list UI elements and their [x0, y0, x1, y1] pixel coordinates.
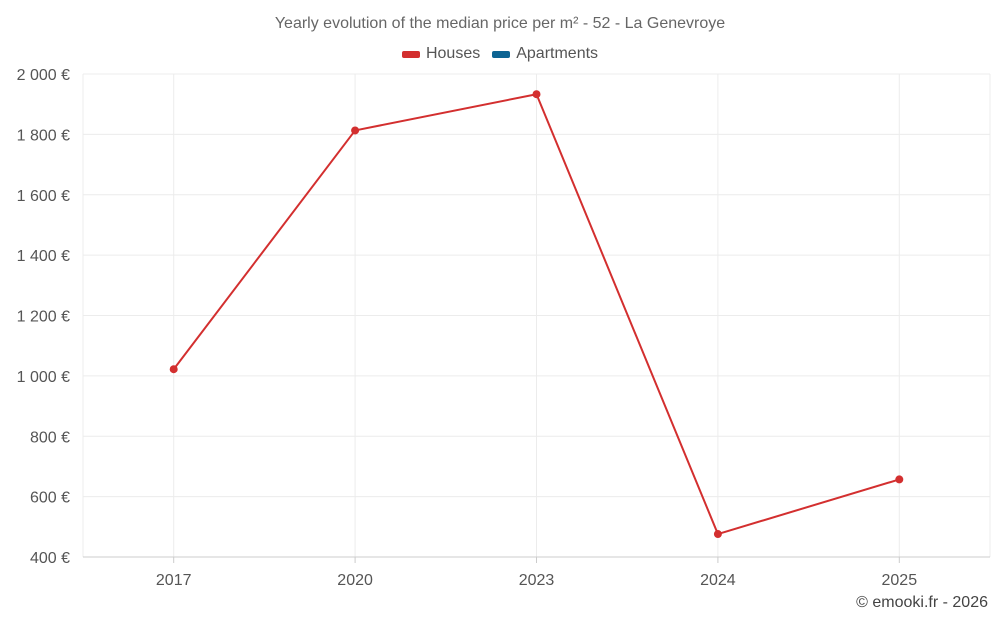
grid [82, 73, 991, 557]
y-tick-label: 2 000 € [17, 67, 70, 84]
legend-item-apartments[interactable]: Apartments [492, 45, 598, 63]
data-point-houses[interactable] [895, 475, 904, 484]
credit: © emooki.fr - 2026 [856, 594, 988, 611]
y-tick-label: 1 400 € [17, 248, 70, 265]
chart-title: Yearly evolution of the median price per… [274, 15, 726, 32]
y-tick-label: 1 200 € [17, 309, 70, 326]
legend-swatch-houses [401, 50, 420, 58]
data-point-houses[interactable] [351, 126, 360, 135]
legend-swatch-apartments [492, 50, 511, 58]
series-layer [169, 90, 904, 539]
legend-label-apartments: Apartments [516, 45, 599, 62]
data-point-houses[interactable] [713, 530, 722, 539]
x-tick-label: 2023 [519, 572, 555, 589]
y-tick-label: 800 € [30, 429, 70, 446]
legend: Houses Apartments [0, 45, 1000, 63]
y-tick-label: 1 600 € [17, 188, 70, 205]
y-axis-labels: 400 € 600 € 800 € 1 000 € 1 200 € 1 400 € 1 60… [17, 67, 70, 567]
x-tick-label: 2025 [882, 572, 918, 589]
x-tick-label: 2020 [337, 572, 373, 589]
data-point-houses[interactable] [169, 365, 178, 374]
data-point-houses[interactable] [532, 90, 541, 99]
legend-item-houses[interactable]: Houses [401, 45, 481, 63]
y-tick-label: 400 € [30, 550, 70, 567]
axes [83, 556, 990, 563]
x-axis-labels: 2017 2020 2023 2024 2025 [156, 572, 917, 589]
x-tick-label: 2024 [700, 572, 736, 589]
y-tick-label: 1 000 € [17, 369, 70, 386]
legend-label-houses: Houses [425, 45, 481, 62]
y-tick-label: 1 800 € [17, 127, 70, 144]
x-tick-label: 2017 [156, 572, 192, 589]
y-tick-label: 600 € [30, 490, 70, 507]
